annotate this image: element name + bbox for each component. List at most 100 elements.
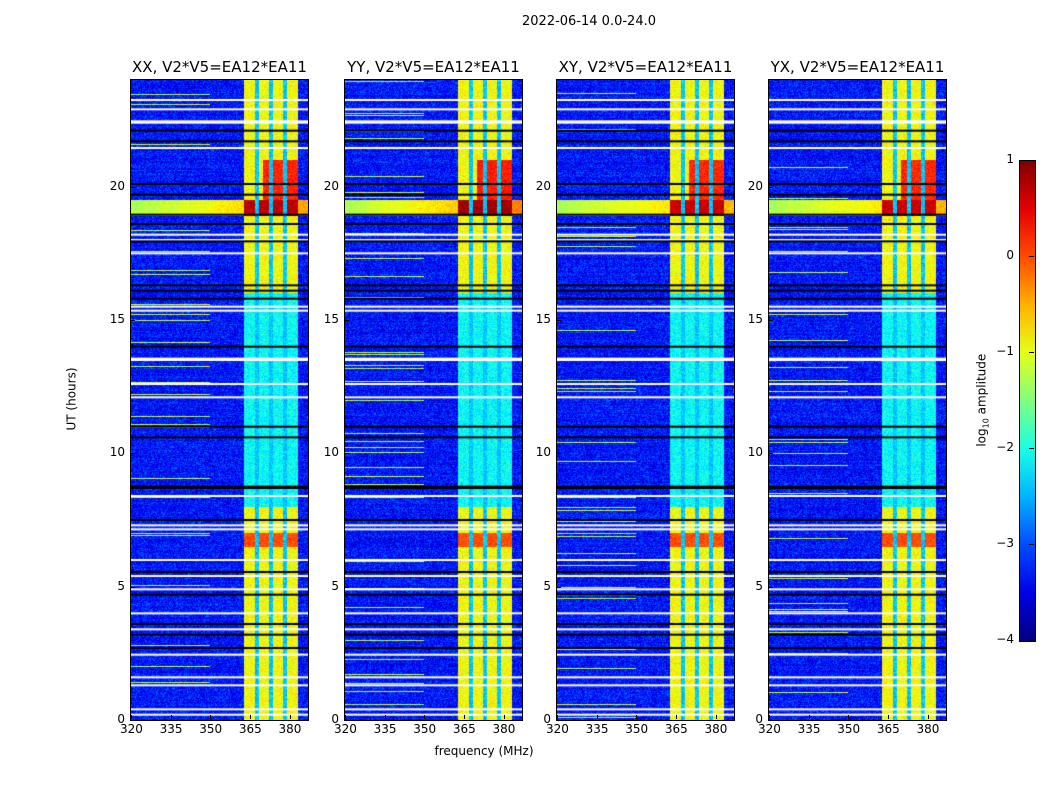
x-tick-mark bbox=[345, 715, 346, 719]
x-tick-mark bbox=[384, 715, 386, 719]
x-tick-mark bbox=[463, 715, 465, 719]
x-tick-label: 380 bbox=[492, 722, 516, 736]
y-tick-mark bbox=[769, 453, 773, 455]
y-tick-label: 0 bbox=[117, 712, 125, 726]
x-tick-label: 350 bbox=[625, 722, 649, 736]
x-tick-mark bbox=[131, 715, 132, 719]
x-tick-mark bbox=[503, 715, 505, 719]
x-tick-label: 350 bbox=[837, 722, 861, 736]
panel-frame bbox=[344, 79, 523, 721]
x-tick-label: 335 bbox=[797, 722, 821, 736]
y-tick-label: 15 bbox=[109, 312, 125, 326]
colorbar-tick-mark bbox=[1029, 448, 1034, 449]
y-tick-label: 5 bbox=[117, 578, 125, 593]
panel-1: YY, V2*V5=EA12*EA11 320 335 350 365 380 0 5 10 15… bbox=[324, 58, 523, 736]
x-tick-label: 320 bbox=[120, 722, 143, 736]
x-tick-mark bbox=[636, 715, 638, 719]
heatmap-2 bbox=[557, 80, 734, 720]
y-tick-mark bbox=[345, 453, 349, 455]
y-tick-label: 20 bbox=[323, 178, 339, 193]
heatmap-0 bbox=[131, 80, 308, 720]
y-tick-mark bbox=[769, 320, 773, 321]
x-tick-label: 335 bbox=[159, 722, 183, 736]
x-tick-label: 335 bbox=[373, 722, 397, 736]
panel-frame bbox=[556, 79, 735, 721]
y-tick-label: 10 bbox=[535, 445, 551, 460]
x-tick-mark bbox=[848, 715, 850, 719]
y-tick-label: 0 bbox=[331, 712, 339, 726]
y-tick-label: 10 bbox=[323, 445, 339, 460]
y-tick-mark bbox=[131, 320, 135, 321]
y-axis-label: UT (hours) bbox=[64, 367, 79, 431]
x-tick-mark bbox=[210, 715, 212, 719]
y-tick-mark bbox=[769, 720, 773, 721]
y-tick-mark bbox=[345, 586, 349, 588]
figure-title: 2022-06-14 0.0-24.0 bbox=[522, 14, 656, 29]
x-tick-mark bbox=[927, 715, 929, 719]
x-tick-mark bbox=[170, 715, 172, 719]
y-tick-label: 20 bbox=[747, 178, 763, 193]
colorbar-tick-mark bbox=[1029, 160, 1034, 161]
panel-frame bbox=[130, 79, 309, 721]
y-tick-mark bbox=[557, 720, 561, 721]
panel-title: YX, V2*V5=EA12*EA11 bbox=[770, 58, 945, 76]
y-tick-mark bbox=[345, 186, 349, 188]
y-tick-mark bbox=[557, 320, 561, 321]
x-tick-mark bbox=[596, 715, 598, 719]
y-tick-label: 0 bbox=[543, 712, 551, 726]
x-tick-label: 320 bbox=[758, 722, 781, 736]
y-tick-mark bbox=[557, 453, 561, 455]
y-tick-mark bbox=[769, 586, 773, 588]
x-tick-label: 380 bbox=[916, 722, 940, 736]
x-tick-label: 365 bbox=[664, 722, 688, 736]
y-tick-label: 5 bbox=[543, 578, 551, 593]
x-tick-mark bbox=[289, 715, 291, 719]
y-tick-label: 15 bbox=[535, 312, 551, 326]
y-tick-mark bbox=[131, 720, 135, 721]
x-tick-label: 380 bbox=[278, 722, 302, 736]
y-tick-label: 15 bbox=[323, 312, 339, 326]
x-tick-mark bbox=[715, 715, 717, 719]
y-tick-mark bbox=[131, 586, 135, 588]
y-tick-label: 15 bbox=[747, 312, 763, 326]
colorbar-tick-mark bbox=[1029, 640, 1034, 641]
x-tick-mark bbox=[249, 715, 251, 719]
x-tick-label: 380 bbox=[704, 722, 728, 736]
y-tick-label: 10 bbox=[109, 445, 125, 460]
x-tick-label: 335 bbox=[585, 722, 609, 736]
x-tick-label: 350 bbox=[413, 722, 437, 736]
y-tick-mark bbox=[131, 186, 135, 188]
y-tick-label: 10 bbox=[747, 445, 763, 460]
y-tick-mark bbox=[345, 320, 349, 321]
colorbar-tick-mark bbox=[1029, 544, 1034, 545]
y-tick-mark bbox=[769, 186, 773, 188]
x-tick-mark bbox=[557, 715, 558, 719]
panel-title: XY, V2*V5=EA12*EA11 bbox=[558, 58, 733, 76]
panel-frame bbox=[768, 79, 947, 721]
y-tick-label: 5 bbox=[755, 578, 763, 593]
panel-title: YY, V2*V5=EA12*EA11 bbox=[347, 58, 520, 76]
x-tick-label: 320 bbox=[334, 722, 357, 736]
colorbar-tick-label: −3 bbox=[996, 536, 1014, 550]
y-tick-label: 0 bbox=[755, 712, 763, 726]
x-tick-label: 350 bbox=[199, 722, 223, 736]
x-tick-mark bbox=[887, 715, 889, 719]
x-tick-mark bbox=[769, 715, 770, 719]
colorbar-tick-label: −2 bbox=[996, 440, 1014, 454]
x-tick-mark bbox=[675, 715, 677, 719]
colorbar bbox=[1019, 160, 1036, 642]
x-tick-label: 320 bbox=[546, 722, 569, 736]
y-tick-mark bbox=[557, 186, 561, 188]
x-tick-label: 365 bbox=[452, 722, 476, 736]
x-tick-mark bbox=[808, 715, 810, 719]
y-tick-label: 5 bbox=[331, 578, 339, 593]
y-tick-mark bbox=[131, 453, 135, 455]
panel-0: XX, V2*V5=EA12*EA11 320 335 350 365 380 0 5 10 15… bbox=[110, 58, 309, 736]
x-axis-label: frequency (MHz) bbox=[434, 744, 534, 758]
panel-2: XY, V2*V5=EA12*EA11 320 335 350 365 380 0 5 10 15… bbox=[536, 58, 735, 736]
colorbar-label: log10 amplitude bbox=[974, 353, 991, 447]
heatmap-3 bbox=[769, 80, 946, 720]
x-tick-label: 365 bbox=[876, 722, 900, 736]
colorbar-tick-label: −1 bbox=[996, 344, 1014, 358]
